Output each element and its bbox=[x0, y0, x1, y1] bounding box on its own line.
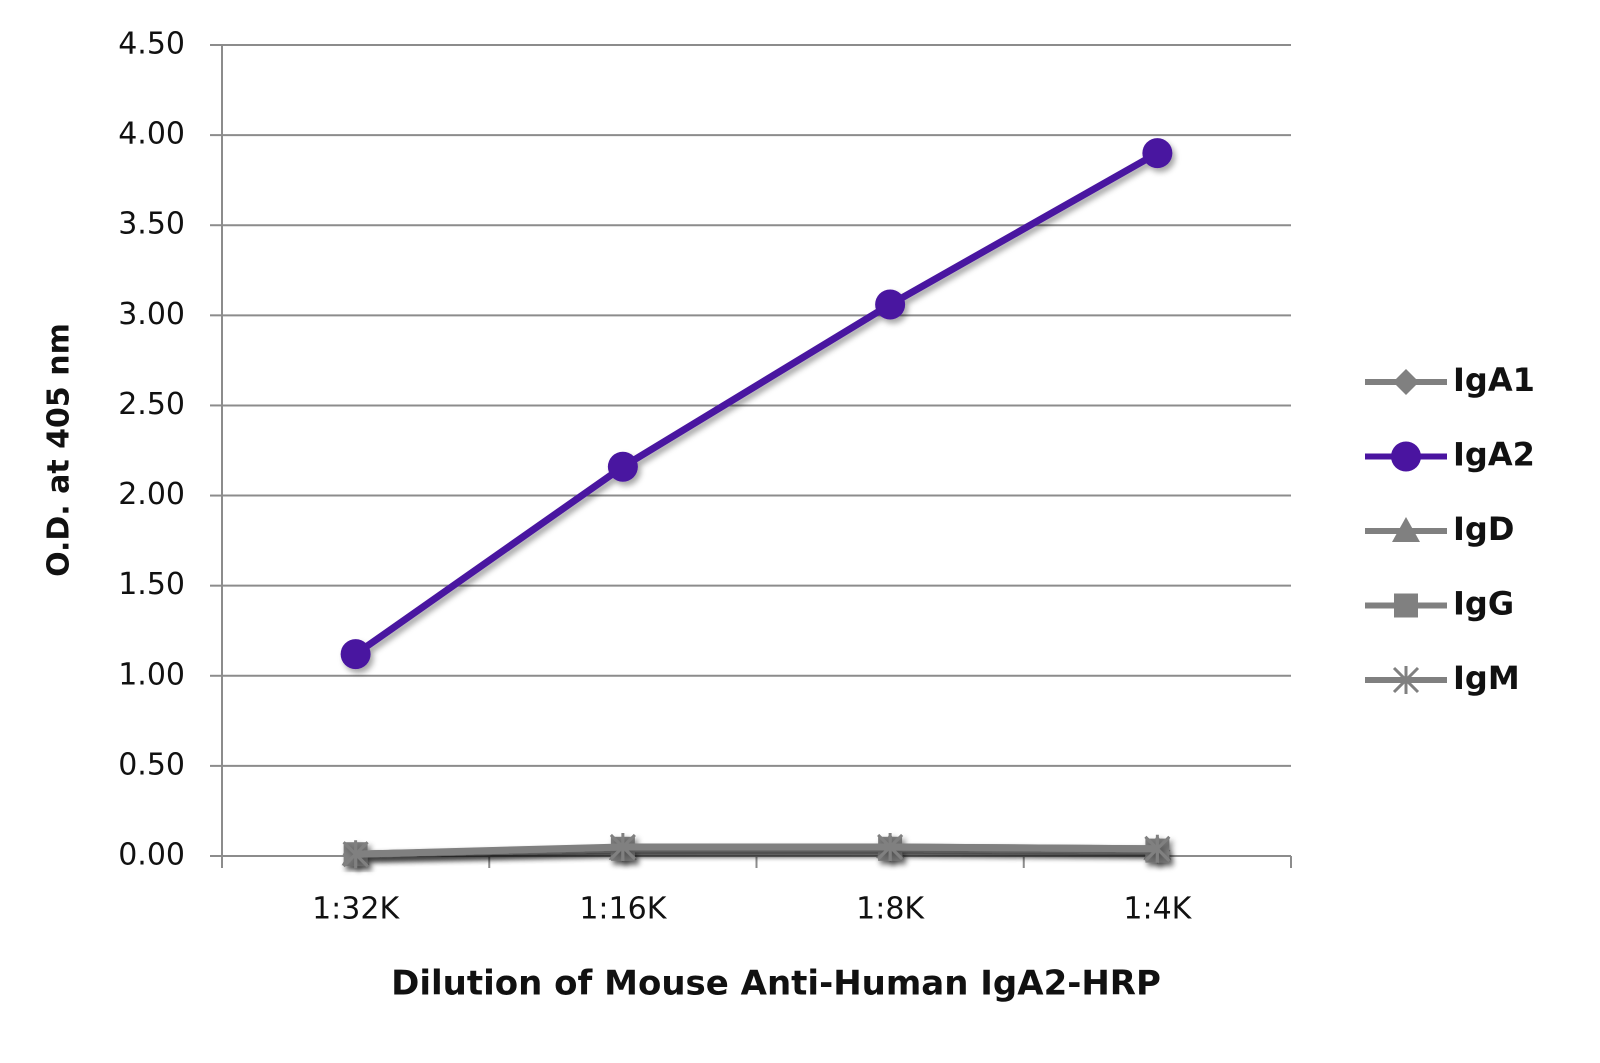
y-tick-label: 2.50 bbox=[118, 387, 185, 422]
marker bbox=[1392, 666, 1420, 694]
series bbox=[340, 138, 1173, 670]
marker bbox=[1393, 369, 1419, 395]
marker bbox=[877, 832, 904, 861]
y-tick-label: 3.50 bbox=[118, 207, 185, 242]
y-axis-title: O.D. at 405 nm bbox=[42, 323, 77, 577]
marker bbox=[1144, 834, 1171, 863]
x-tick-label: 1:4K bbox=[1123, 892, 1192, 927]
x-tick-label: 1:32K bbox=[312, 892, 400, 927]
y-tick-label: 1.00 bbox=[118, 657, 185, 692]
y-tick-label: 4.00 bbox=[118, 117, 185, 152]
marker bbox=[1394, 593, 1418, 618]
y-tick-label: 0.50 bbox=[118, 747, 185, 782]
marker bbox=[1391, 441, 1421, 472]
x-tick-label: 1:8K bbox=[856, 892, 925, 927]
y-tick-label: 2.00 bbox=[118, 477, 185, 512]
legend-label: IgM bbox=[1453, 659, 1520, 697]
marker bbox=[875, 289, 906, 320]
x-tick-label: 1:16K bbox=[579, 892, 667, 927]
y-tick-label: 1.50 bbox=[118, 567, 185, 602]
y-tick-label: 0.00 bbox=[118, 838, 185, 873]
marker bbox=[1142, 138, 1173, 169]
marker bbox=[342, 840, 369, 869]
series bbox=[342, 832, 1171, 869]
legend-label: IgD bbox=[1453, 510, 1514, 548]
series-line bbox=[355, 843, 1158, 858]
legend-label: IgA2 bbox=[1453, 436, 1535, 474]
marker bbox=[340, 639, 371, 670]
marker bbox=[1392, 517, 1420, 542]
series-line bbox=[353, 150, 1160, 658]
y-tick-label: 3.00 bbox=[118, 297, 185, 332]
legend-label: IgG bbox=[1453, 585, 1514, 623]
x-axis-title: Dilution of Mouse Anti-Human IgA2-HRP bbox=[391, 964, 1161, 1004]
marker bbox=[609, 832, 636, 861]
legend-label: IgA1 bbox=[1453, 361, 1535, 399]
marker bbox=[607, 451, 638, 482]
y-tick-label: 4.50 bbox=[118, 27, 185, 62]
